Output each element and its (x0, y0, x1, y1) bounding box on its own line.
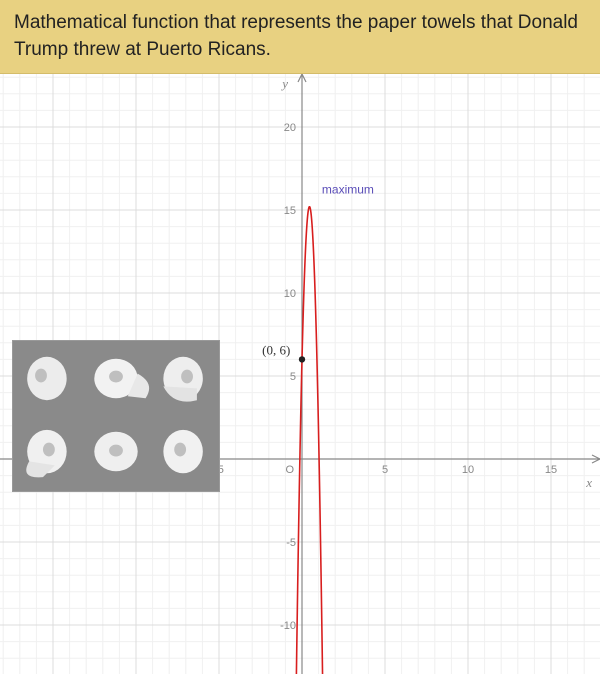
y-tick-label: -5 (286, 537, 296, 549)
y-tick-label: 20 (284, 122, 296, 134)
x-tick-label: 15 (545, 464, 557, 476)
header-caption: Mathematical function that represents th… (0, 0, 600, 74)
origin-label: O (285, 464, 294, 476)
y-axis-label: y (280, 76, 288, 91)
point-label: (0, 6) (262, 343, 290, 358)
y-tick-label: 10 (284, 288, 296, 300)
inset-image-paper-towels (12, 340, 220, 492)
y-tick-label: 5 (290, 371, 296, 383)
header-text: Mathematical function that represents th… (14, 12, 578, 60)
x-tick-label: 10 (462, 464, 474, 476)
y-tick-label: -10 (280, 620, 296, 632)
x-axis-label: x (585, 475, 592, 490)
x-tick-label: 5 (382, 464, 388, 476)
chart-area: -15-10-5510155101520-5-10Oyxmaximum(0, 6… (0, 74, 600, 674)
maximum-label: maximum (322, 183, 374, 197)
y-tick-label: 15 (284, 205, 296, 217)
marked-point (299, 356, 305, 362)
